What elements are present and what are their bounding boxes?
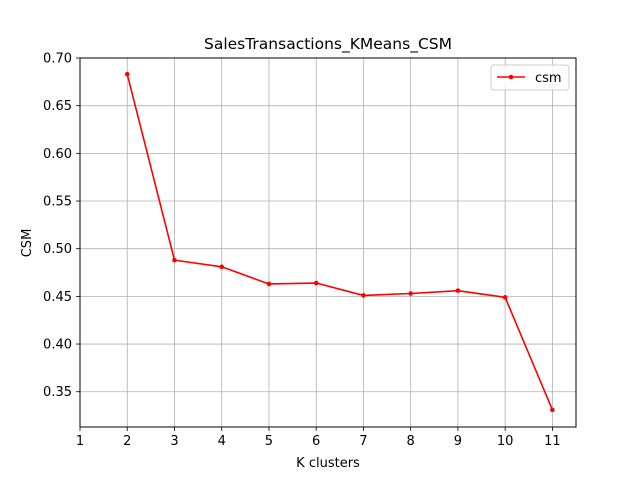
data-point <box>361 293 366 298</box>
y-tick-label: 0.35 <box>43 385 72 400</box>
chart-title: SalesTransactions_KMeans_CSM <box>204 35 452 54</box>
y-tick-label: 0.45 <box>43 290 72 305</box>
y-tick-label: 0.70 <box>43 52 72 67</box>
x-tick-label: 7 <box>359 434 367 449</box>
x-tick-label: 6 <box>312 434 320 449</box>
y-axis-label: CSM <box>20 229 35 258</box>
x-tick-label: 10 <box>497 434 514 449</box>
data-point <box>219 264 225 270</box>
legend: csm <box>490 64 570 91</box>
y-tick-label: 0.40 <box>43 338 72 353</box>
data-point <box>550 407 555 413</box>
data-point <box>266 281 272 287</box>
legend-marker <box>508 74 514 80</box>
x-tick-label: 3 <box>170 434 178 449</box>
y-tick-label: 0.55 <box>43 195 72 210</box>
x-tick-label: 5 <box>265 434 273 449</box>
legend-label: csm <box>535 71 562 86</box>
data-point <box>172 257 177 263</box>
data-point <box>313 280 319 286</box>
x-axis-label: K clusters <box>296 456 360 471</box>
series-layer <box>124 71 555 413</box>
data-point <box>455 288 461 293</box>
x-tick-label: 2 <box>123 434 131 449</box>
y-tick-label: 0.60 <box>43 147 72 162</box>
x-tick-label: 4 <box>218 434 226 449</box>
x-tick-label: 11 <box>544 434 561 449</box>
ticks: 1 2 3 4 5 6 7 8 9 10 11 0.35 0.40 0.45 0.50 0.55 0.60 0.6… <box>43 52 561 450</box>
plot-frame <box>79 57 577 428</box>
y-tick-label: 0.65 <box>43 99 72 114</box>
data-point <box>502 295 508 300</box>
data-point <box>408 291 413 296</box>
y-tick-label: 0.50 <box>43 242 72 257</box>
x-tick-label: 1 <box>76 434 84 449</box>
x-tick-label: 8 <box>407 434 415 449</box>
legend-box <box>490 64 570 91</box>
data-point <box>124 71 130 77</box>
series-line-csm <box>126 74 554 411</box>
x-tick-label: 9 <box>454 434 462 449</box>
